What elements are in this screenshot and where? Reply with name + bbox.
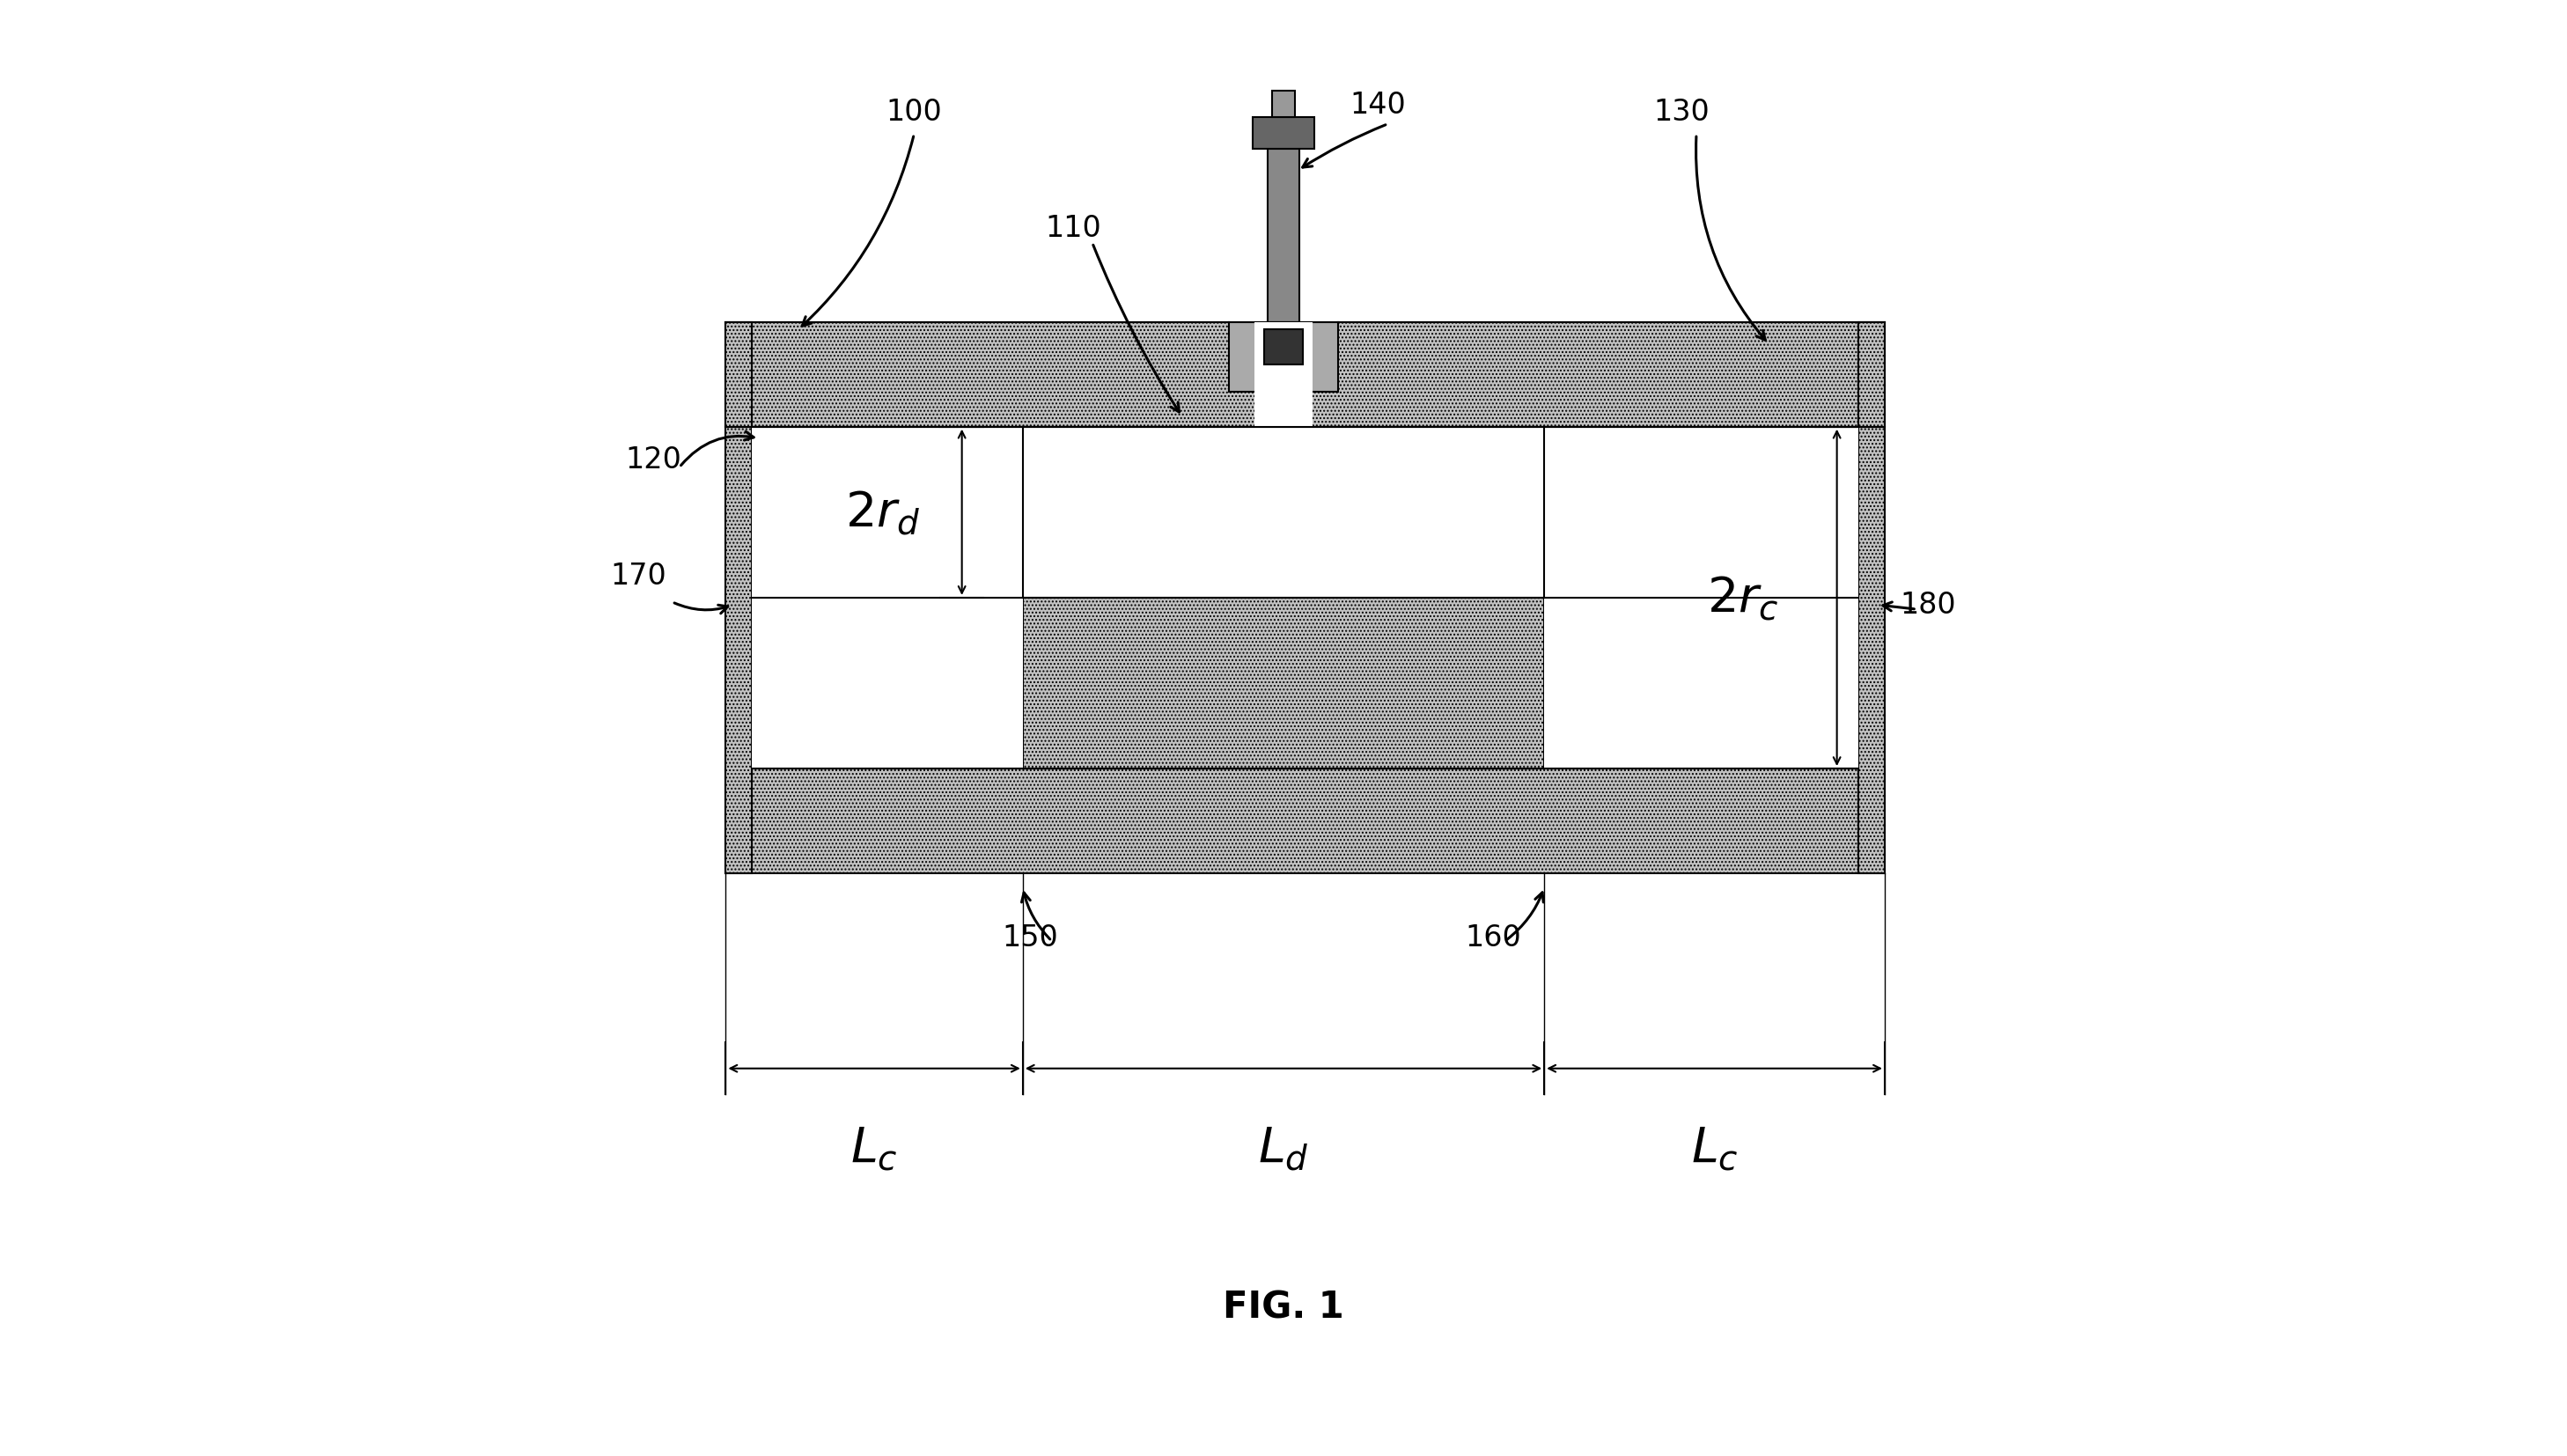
Text: 180: 180 (1900, 590, 1956, 619)
Text: 110: 110 (1045, 214, 1101, 243)
Bar (1271, 90, 1296, 116)
Text: 140: 140 (1350, 90, 1407, 119)
Text: 130: 130 (1653, 98, 1710, 127)
Bar (1268, 149, 1299, 322)
Bar (1253, 116, 1314, 149)
Bar (1859, 322, 1884, 872)
Text: 150: 150 (1001, 923, 1058, 952)
Bar (752, 427, 1022, 769)
Bar (1545, 427, 1859, 769)
Bar (1255, 322, 1312, 427)
Text: $L_c$: $L_c$ (1692, 1125, 1738, 1172)
Text: 160: 160 (1466, 923, 1522, 952)
Bar (726, 769, 1884, 872)
Bar (1230, 322, 1337, 392)
Text: $2r_c$: $2r_c$ (1707, 574, 1779, 622)
Bar (726, 322, 1884, 427)
Text: 170: 170 (611, 562, 667, 591)
Text: 120: 120 (626, 446, 680, 475)
Text: $2r_d$: $2r_d$ (845, 489, 919, 536)
Text: $L_c$: $L_c$ (850, 1125, 898, 1172)
Text: $L_d$: $L_d$ (1258, 1125, 1309, 1172)
Bar (1022, 427, 1545, 597)
Text: FIG. 1: FIG. 1 (1222, 1289, 1345, 1326)
Bar (1266, 329, 1301, 364)
Text: 100: 100 (886, 98, 942, 127)
Bar (726, 322, 752, 872)
Bar (1022, 597, 1545, 769)
